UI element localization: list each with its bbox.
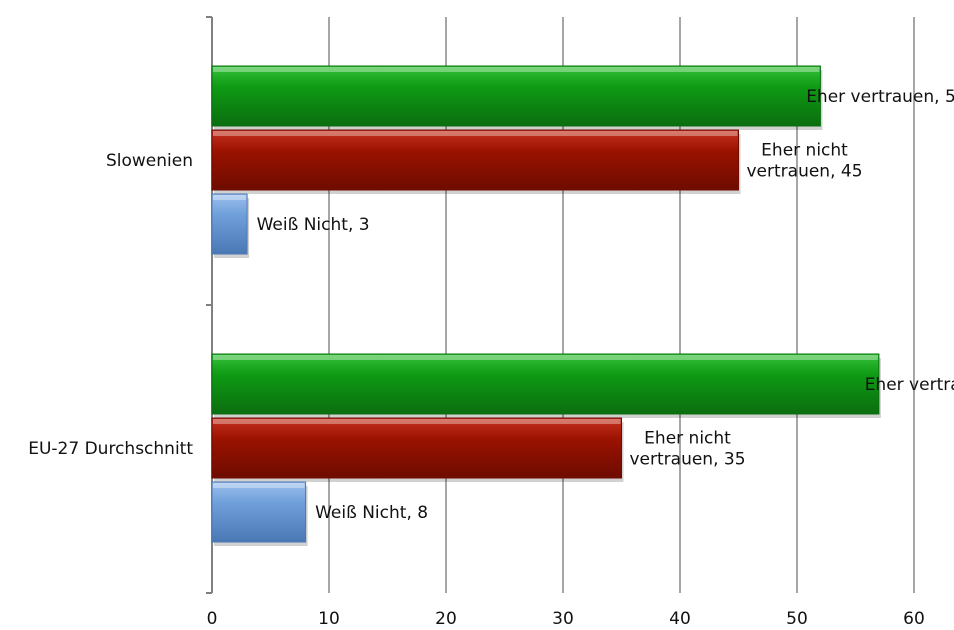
bar [211, 353, 880, 415]
bar-highlight [213, 355, 878, 360]
data-label: Weiß Nicht, 8 [315, 503, 428, 523]
bar [211, 65, 821, 127]
bar-highlight [213, 419, 621, 424]
x-tick-label: 0 [207, 609, 218, 629]
x-tick-label: 20 [435, 609, 457, 629]
axes: 0 10 20 30 40 50 60 Slowenien EU-27 Durchschnitt [28, 16, 925, 629]
bar-highlight [213, 483, 305, 488]
category-label: EU-27 Durchschnitt [28, 439, 193, 459]
data-labels: Eher vertrauen, 52 Eher nicht vertrauen, 4… [257, 87, 954, 523]
bar-highlight [213, 195, 247, 200]
bar-highlight [213, 131, 738, 136]
x-tick-label: 30 [552, 609, 574, 629]
bar [211, 481, 307, 543]
bar [211, 193, 248, 255]
x-tick-label: 10 [318, 609, 340, 629]
bar-highlight [213, 67, 820, 72]
x-tick-label: 40 [669, 609, 691, 629]
data-label: Eher vertrauen, 57 [865, 375, 954, 395]
x-tick-label: 60 [903, 609, 925, 629]
data-label: Eher vertrauen, 52 [806, 87, 954, 107]
bars [211, 65, 881, 546]
data-label: Eher nicht vertrauen, 35 [629, 429, 745, 470]
data-label: Eher nicht vertrauen, 45 [746, 141, 862, 182]
bar [211, 129, 739, 191]
data-label: Weiß Nicht, 3 [257, 215, 370, 235]
category-label: Slowenien [106, 151, 193, 171]
bar [211, 417, 622, 479]
x-tick-label: 50 [786, 609, 808, 629]
